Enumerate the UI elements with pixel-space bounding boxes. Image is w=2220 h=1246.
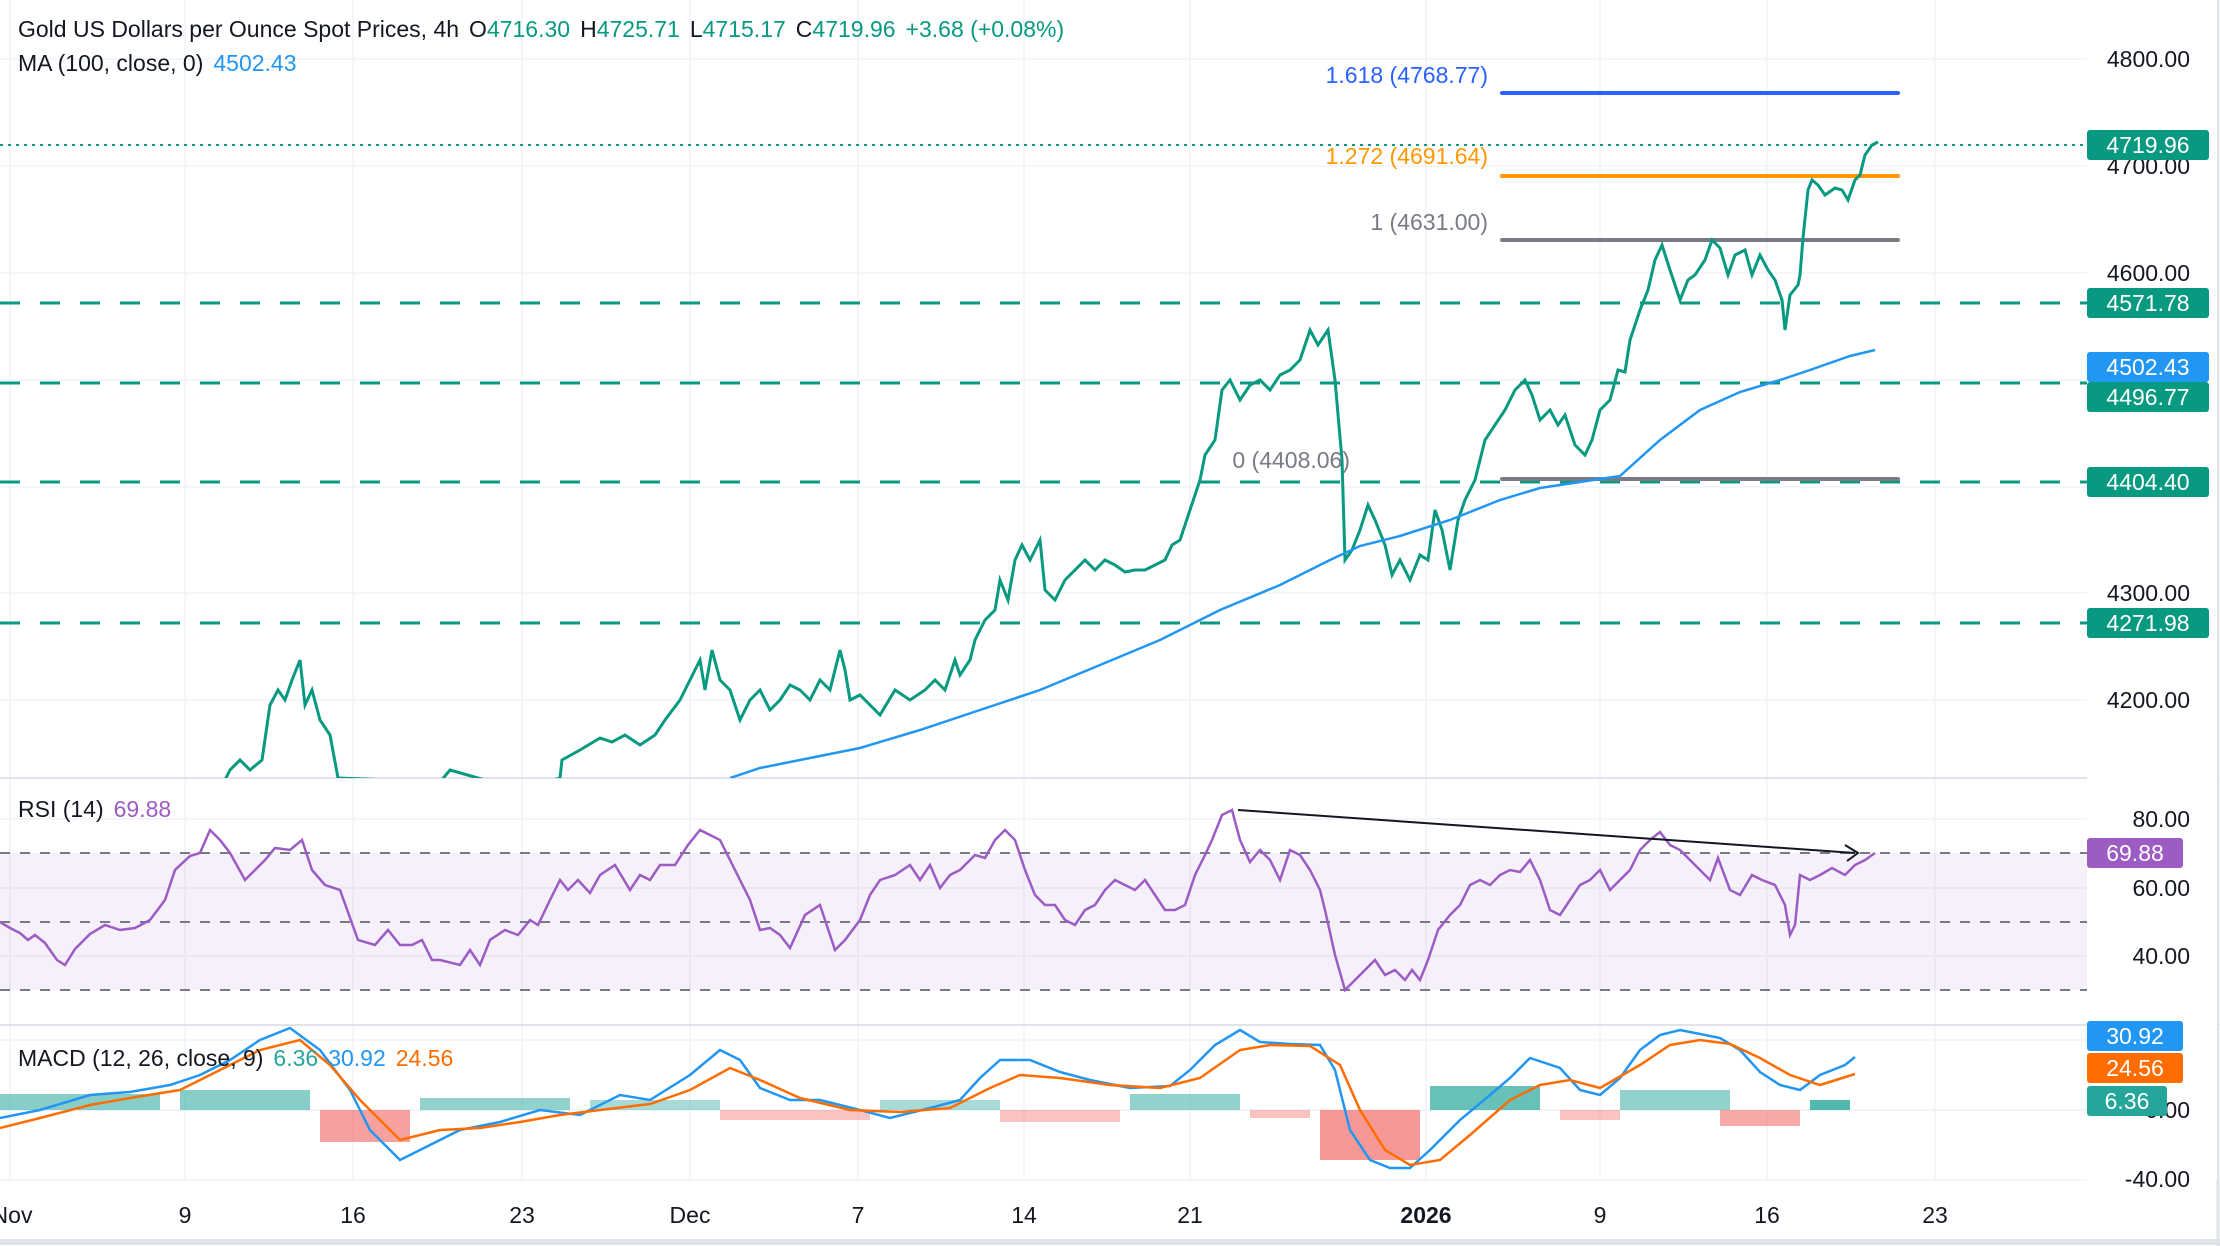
support-lines[interactable]	[0, 301, 2087, 625]
signal-tag: 24.56	[2087, 1053, 2183, 1083]
rsi-tag: 69.88	[2087, 838, 2183, 868]
date-tick: 16	[1754, 1202, 1780, 1228]
fib-1-label: 1 (4631.00)	[1370, 209, 1488, 235]
price-legend: Gold US Dollars per Ounce Spot Prices, 4…	[18, 16, 1074, 43]
date-tick: 9	[178, 1202, 192, 1228]
fib-1272-label: 1.272 (4691.64)	[1325, 143, 1488, 169]
macd-label: MACD (12, 26, close, 9)	[18, 1045, 264, 1071]
rsi-line[interactable]	[0, 808, 1876, 993]
low-value: 4715.17	[702, 16, 786, 42]
price-candles[interactable]	[224, 140, 1879, 790]
macd-histogram[interactable]	[0, 1086, 1850, 1160]
rsi-tick: 40.00	[2132, 943, 2190, 969]
trendline-arrow-icon	[1844, 844, 1860, 862]
high-value: 4725.71	[596, 16, 680, 42]
macd-value: 30.92	[328, 1045, 386, 1071]
ma-tag: 4502.43	[2087, 352, 2209, 382]
date-tick: 23	[1922, 1202, 1948, 1228]
price-tick: 4300.00	[2106, 580, 2190, 606]
rsi-value: 69.88	[113, 796, 172, 822]
price-tick: 4800.00	[2106, 46, 2190, 72]
fib-0-label: 0 (4408.06)	[1232, 447, 1350, 473]
rsi-levels	[0, 852, 2087, 991]
fib-1618-label: 1.618 (4768.77)	[1325, 62, 1488, 88]
fib-extension[interactable]	[1500, 91, 1900, 481]
close-value: 4719.96	[812, 16, 896, 42]
low-label: L	[689, 16, 703, 42]
open-label: O	[469, 16, 487, 42]
rsi-tick: 60.00	[2132, 875, 2190, 901]
macd-tick: -40.00	[2124, 1166, 2190, 1192]
date-tick: Dec	[669, 1202, 711, 1228]
ma-value: 4502.43	[213, 50, 297, 76]
rsi-label: RSI (14)	[18, 796, 104, 822]
macd-signal-value: 24.56	[395, 1045, 454, 1071]
rsi-tick: 80.00	[2132, 806, 2190, 832]
macd-hist-value: 6.36	[273, 1045, 319, 1071]
macd-tag: 30.92	[2087, 1021, 2183, 1051]
date-tick: 9	[1593, 1202, 1607, 1228]
support-tag: 4496.77	[2087, 382, 2209, 412]
date-tick: 23	[509, 1202, 535, 1228]
date-tick-year: 2026	[1400, 1202, 1452, 1228]
support-tag: 4271.98	[2087, 608, 2209, 638]
price-tick: 4200.00	[2106, 687, 2190, 713]
date-tick: Nov	[0, 1202, 33, 1228]
ma-100-line[interactable]	[729, 348, 1876, 778]
rsi-legend: RSI (14) 69.88	[18, 796, 181, 823]
date-tick: 21	[1177, 1202, 1203, 1228]
date-tick: 14	[1011, 1202, 1037, 1228]
open-value: 4716.30	[486, 16, 571, 42]
support-tag: 4571.78	[2087, 288, 2209, 318]
date-tick: 7	[851, 1202, 865, 1228]
symbol-title: Gold US Dollars per Ounce Spot Prices, 4…	[18, 16, 460, 42]
ma-legend: MA (100, close, 0) 4502.43	[18, 50, 307, 77]
last-price-tag: 4719.96	[2087, 130, 2209, 160]
close-label: C	[795, 16, 813, 42]
price-tick: 4600.00	[2106, 260, 2190, 286]
rsi-divergence-trendline[interactable]	[1237, 809, 1856, 854]
ma-label: MA (100, close, 0)	[18, 50, 204, 76]
vertical-grid	[9, 0, 1936, 1180]
date-tick: 16	[340, 1202, 366, 1228]
signal-line[interactable]	[0, 1038, 1856, 1167]
hist-tag: 6.36	[2087, 1086, 2167, 1116]
macd-line[interactable]	[0, 1026, 1856, 1170]
high-label: H	[580, 16, 597, 42]
change-value: +3.68 (+0.08%)	[905, 16, 1065, 42]
macd-legend: MACD (12, 26, close, 9) 6.36 30.92 24.56	[18, 1045, 463, 1072]
support-tag: 4404.40	[2087, 467, 2209, 497]
